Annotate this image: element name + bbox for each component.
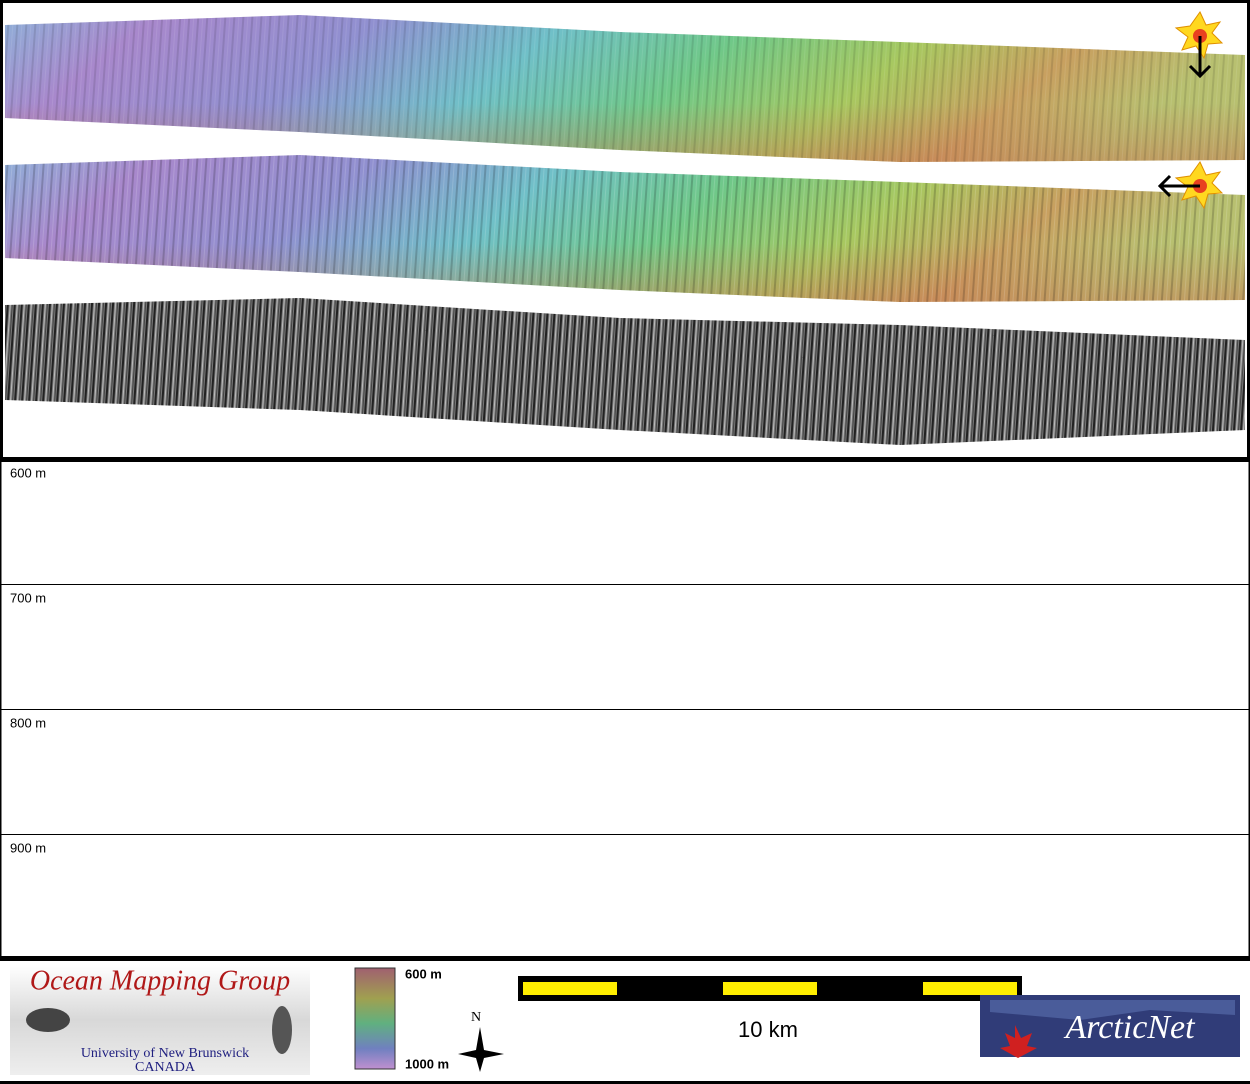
depth-label: 800 m bbox=[10, 715, 46, 730]
divider bbox=[0, 458, 1250, 462]
depth-label: 900 m bbox=[10, 840, 46, 855]
north-arrow: N bbox=[458, 1010, 504, 1072]
depth-label: 600 m bbox=[10, 465, 46, 480]
scale-label: 10 km bbox=[738, 1017, 798, 1042]
scale-bar: 10 km bbox=[518, 976, 1022, 1042]
logo-title: Ocean Mapping Group bbox=[30, 965, 290, 996]
colorbar bbox=[354, 967, 396, 1070]
colorbar-label: 1000 m bbox=[405, 1056, 449, 1071]
north-label: N bbox=[471, 1010, 481, 1025]
sun-icon bbox=[1157, 161, 1224, 210]
logo-line: CANADA bbox=[135, 1060, 196, 1075]
arcticnet-logo: ArcticNet bbox=[980, 995, 1240, 1058]
depth-label: 700 m bbox=[10, 590, 46, 605]
strip-texture bbox=[5, 15, 1245, 162]
divider bbox=[0, 956, 1250, 961]
logo-line: University of New Brunswick bbox=[81, 1046, 249, 1061]
border bbox=[0, 1081, 1250, 1084]
sidescan-strip bbox=[5, 298, 1245, 445]
partner-name: ArcticNet bbox=[1063, 1009, 1196, 1046]
sun-icon bbox=[1174, 11, 1224, 79]
strip-texture bbox=[5, 155, 1245, 302]
colorbar-label: 600 m bbox=[405, 966, 442, 981]
ogm-logo: Ocean Mapping Group University of New Br… bbox=[10, 965, 310, 1075]
